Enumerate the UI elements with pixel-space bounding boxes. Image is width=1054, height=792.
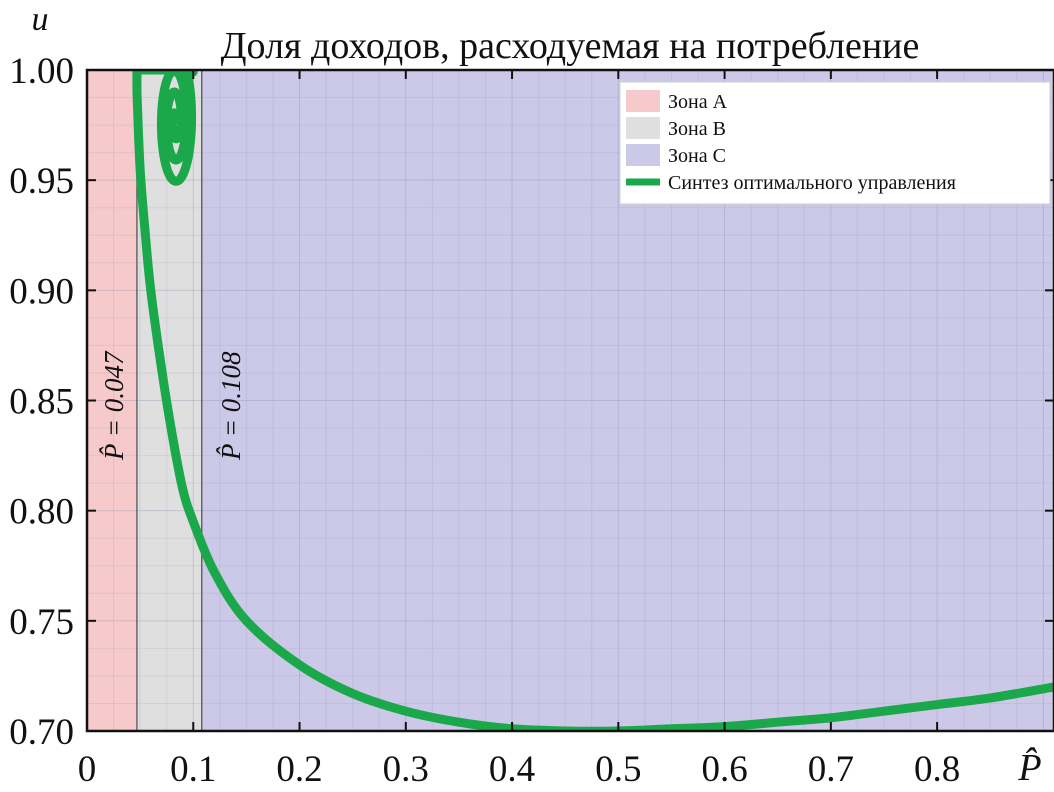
series-spiral-1: [132, 70, 198, 186]
grid-lines: [87, 70, 1054, 731]
x-tick-label: 0.7: [808, 749, 854, 790]
y-tick-label: 0.95: [9, 161, 74, 202]
y-tick-label: 0.75: [9, 602, 74, 643]
x-tick-label: 0.8: [914, 749, 960, 790]
x-tick-label: 0.6: [701, 749, 747, 790]
boundary-label-2: P̂ = 0.108: [216, 351, 246, 461]
series-layer: [132, 70, 1054, 731]
y-tick-label: 0.90: [9, 271, 74, 312]
series-line-1: [132, 87, 1054, 731]
chart-title: Доля доходов, расходуемая на потребление: [221, 25, 920, 67]
x-tick-label: 0: [78, 749, 97, 790]
y-axis-label: u: [32, 1, 49, 38]
x-tick-label: 0.1: [170, 749, 216, 790]
x-tick-label: 0.5: [595, 749, 641, 790]
legend-swatch-zone-1: [626, 90, 660, 112]
x-tick-label: 0.4: [489, 749, 535, 790]
legend-box: [619, 81, 1051, 205]
legend-label-zone-3: Зона C: [668, 145, 726, 167]
legend-swatch-zone-3: [626, 144, 660, 166]
legend-label-zone-2: Зона B: [668, 118, 726, 140]
x-axis-label: P̂: [1017, 747, 1041, 789]
legend-label-zone-1: Зона A: [668, 91, 728, 113]
legend-label-series-1: Синтез оптимального управления: [668, 172, 956, 194]
y-axis-ticks: 0.70 0.75 0.80 0.85 0.90 0.95 1.00: [9, 51, 1054, 753]
legend-swatch-zone-2: [626, 117, 660, 139]
y-tick-label: 0.70: [9, 712, 74, 753]
x-tick-label: 0.2: [276, 749, 322, 790]
legend: Зона A Зона B Зона C Синтез оптимального уп…: [619, 81, 1051, 205]
y-tick-label: 0.80: [9, 492, 74, 533]
boundary-label-1: P̂ = 0.047: [99, 350, 129, 461]
x-axis-ticks: 0 0.1 0.2 0.3 0.4 0.5 0.6 0.7 0.8: [78, 70, 960, 790]
y-tick-label: 0.85: [9, 382, 74, 423]
y-tick-label: 1.00: [9, 51, 74, 92]
x-tick-label: 0.3: [383, 749, 429, 790]
